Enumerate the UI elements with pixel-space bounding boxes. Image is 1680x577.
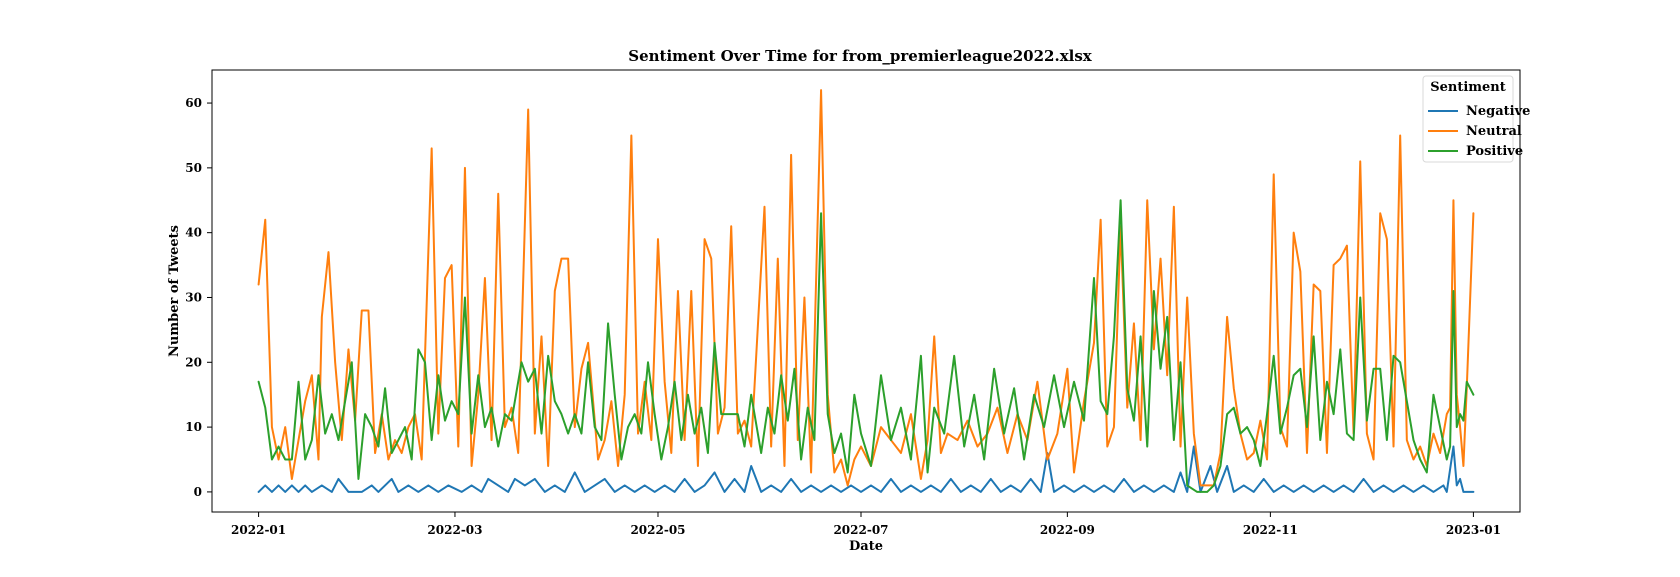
x-axis-tick-label: 2022-09 <box>1040 523 1095 537</box>
legend: Sentiment Negative Neutral Positive <box>1422 75 1530 163</box>
y-axis-tick-label: 0 <box>194 485 202 499</box>
x-axis-tick-label: 2022-03 <box>427 523 482 537</box>
series-line-positive <box>257 199 1475 493</box>
y-axis-tick-label: 40 <box>185 226 202 240</box>
x-axis-tick-label: 2022-07 <box>833 523 888 537</box>
legend-box <box>1422 75 1514 163</box>
x-axis-tick-label: 2023-01 <box>1446 523 1501 537</box>
plot-area-frame <box>211 69 1521 513</box>
x-axis-tick-label: 2022-05 <box>630 523 685 537</box>
y-axis-tick-label: 60 <box>185 96 202 110</box>
legend-label-positive: Positive <box>1466 144 1523 159</box>
legend-label-negative: Negative <box>1466 104 1530 119</box>
axes-ticks: 2022-01 2022-03 2022-05 2022-07 2022-09 2022-… <box>185 96 1501 537</box>
y-axis-tick-label: 20 <box>185 355 202 369</box>
legend-label-neutral: Neutral <box>1466 124 1522 139</box>
chart-title: Sentiment Over Time for from_premierleag… <box>628 47 1093 65</box>
x-axis-label: Date <box>849 539 883 554</box>
x-axis-tick-label: 2022-01 <box>231 523 286 537</box>
y-axis-tick-label: 50 <box>185 161 202 175</box>
y-axis-label: Number of Tweets <box>167 225 182 357</box>
series-lines <box>257 89 1475 493</box>
series-line-neutral <box>257 89 1475 487</box>
series-line-negative <box>257 445 1475 493</box>
x-axis-tick-label: 2022-11 <box>1243 523 1298 537</box>
y-axis-tick-label: 10 <box>185 420 202 434</box>
y-axis-tick-label: 30 <box>185 290 202 304</box>
legend-title: Sentiment <box>1430 80 1506 95</box>
